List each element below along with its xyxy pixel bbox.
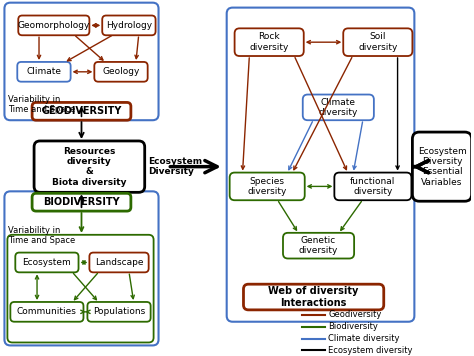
- FancyBboxPatch shape: [334, 173, 411, 200]
- FancyBboxPatch shape: [230, 173, 305, 200]
- Text: Resources
diversity
&
Biota diversity: Resources diversity & Biota diversity: [52, 147, 127, 187]
- FancyBboxPatch shape: [4, 191, 158, 345]
- Text: functional
diversity: functional diversity: [350, 177, 396, 196]
- Text: Soil
diversity: Soil diversity: [358, 32, 398, 52]
- Text: Hydrology: Hydrology: [106, 21, 152, 30]
- FancyBboxPatch shape: [94, 62, 148, 82]
- Text: Rock
diversity: Rock diversity: [249, 32, 289, 52]
- FancyBboxPatch shape: [87, 302, 151, 322]
- FancyBboxPatch shape: [15, 252, 79, 272]
- FancyBboxPatch shape: [10, 302, 83, 322]
- Text: Climate
diversity: Climate diversity: [319, 98, 358, 117]
- FancyBboxPatch shape: [18, 16, 90, 35]
- FancyBboxPatch shape: [8, 235, 154, 342]
- FancyBboxPatch shape: [303, 95, 374, 120]
- Text: GEODIVERSITY: GEODIVERSITY: [41, 106, 122, 116]
- Text: Geology: Geology: [102, 67, 140, 76]
- Text: BIODIVERSITY: BIODIVERSITY: [43, 197, 120, 207]
- Text: Ecosystem: Ecosystem: [23, 258, 71, 267]
- Text: Biodiversity: Biodiversity: [328, 322, 378, 331]
- Text: Communities: Communities: [17, 307, 77, 316]
- Text: Ecosystem diversity: Ecosystem diversity: [328, 346, 413, 355]
- Text: Climate: Climate: [27, 67, 62, 76]
- FancyBboxPatch shape: [32, 193, 131, 211]
- Text: Genetic
diversity: Genetic diversity: [299, 236, 338, 255]
- FancyBboxPatch shape: [4, 3, 158, 120]
- FancyBboxPatch shape: [227, 7, 414, 322]
- Text: Geomorphology: Geomorphology: [18, 21, 90, 30]
- FancyBboxPatch shape: [90, 252, 149, 272]
- FancyBboxPatch shape: [34, 141, 145, 192]
- Text: Variability in
Time and Space: Variability in Time and Space: [9, 226, 76, 245]
- Text: Ecosystem
Diversity
Essential
Variables: Ecosystem Diversity Essential Variables: [418, 147, 466, 187]
- FancyBboxPatch shape: [412, 132, 472, 201]
- FancyBboxPatch shape: [283, 233, 354, 258]
- Text: Ecosystem
Diversity: Ecosystem Diversity: [148, 157, 202, 176]
- FancyBboxPatch shape: [17, 62, 71, 82]
- Text: Populations: Populations: [93, 307, 145, 316]
- FancyBboxPatch shape: [235, 28, 304, 56]
- Text: Climate diversity: Climate diversity: [328, 334, 400, 343]
- Text: Landscape: Landscape: [95, 258, 143, 267]
- FancyBboxPatch shape: [343, 28, 412, 56]
- Text: Geodiversity: Geodiversity: [328, 310, 382, 319]
- FancyBboxPatch shape: [32, 103, 131, 120]
- Text: Species
diversity: Species diversity: [247, 177, 287, 196]
- Text: Variability in
Time and Space: Variability in Time and Space: [9, 95, 76, 114]
- FancyBboxPatch shape: [102, 16, 155, 35]
- FancyBboxPatch shape: [244, 284, 384, 310]
- Text: Web of diversity
Interactions: Web of diversity Interactions: [268, 286, 359, 308]
